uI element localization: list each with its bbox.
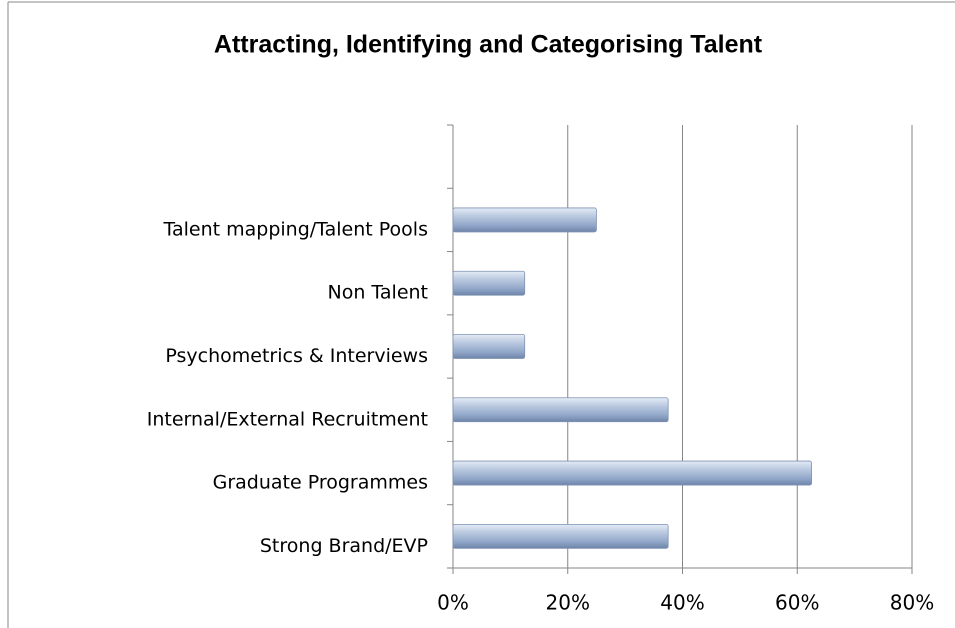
x-tick-label: 60% <box>775 591 819 615</box>
x-tick-label: 20% <box>546 591 590 615</box>
chart-title: Attracting, Identifying and Categorising… <box>214 31 763 59</box>
x-tick-label: 80% <box>890 591 934 615</box>
y-tick-label: Psychometrics & Interviews <box>165 345 428 367</box>
bar <box>452 460 812 486</box>
y-tick-label: Internal/External Recruitment <box>147 408 428 430</box>
y-tick-label: Non Talent <box>328 282 428 304</box>
y-tick-label: Strong Brand/EVP <box>260 535 428 557</box>
bar <box>452 523 669 549</box>
x-tick-label: 0% <box>437 591 469 615</box>
bar <box>452 270 526 296</box>
y-tick-label: Graduate Programmes <box>213 472 428 494</box>
y-tick-label: Talent mapping/Talent Pools <box>163 218 428 240</box>
x-tick-label: 40% <box>660 591 704 615</box>
bar <box>452 397 669 423</box>
bar <box>452 334 526 359</box>
bar <box>452 207 597 233</box>
